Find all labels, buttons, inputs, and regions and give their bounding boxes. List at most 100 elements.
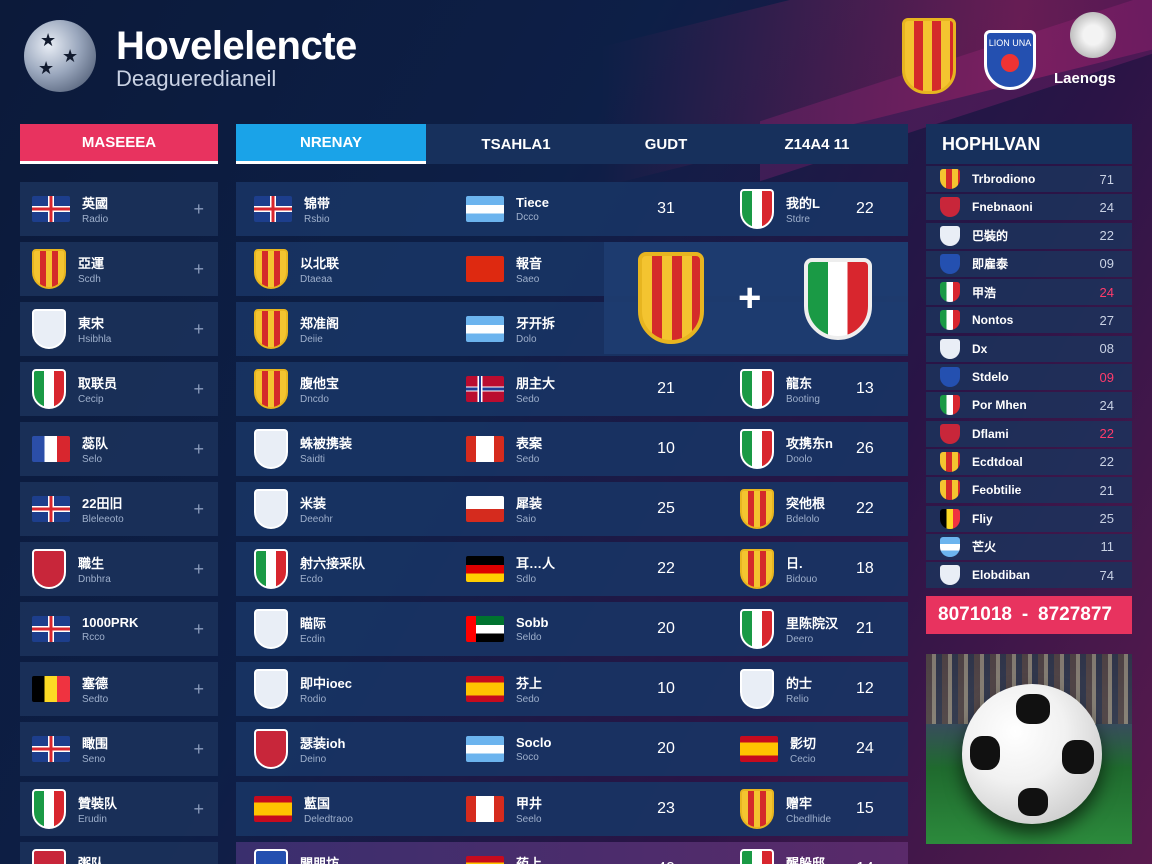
spain-crest-icon (740, 789, 774, 829)
standings-item[interactable]: Dflami 22 (926, 420, 1132, 447)
match-row[interactable]: 腹他宝 Dncdo 朋主大 Sedo 21 龍东 Booting 13 (236, 362, 908, 416)
match-row[interactable]: 蛛被携装 Saidti 表案 Sedo 10 攻携东n Doolo 26 (236, 422, 908, 476)
blue-club-crest-icon[interactable]: LION UNA (984, 30, 1036, 90)
away-team: 攻携东n Doolo (786, 433, 833, 465)
right-panel-header[interactable]: HOPHLVAN (926, 124, 1132, 164)
home-team: 射六接采队 Ecdo (254, 549, 365, 589)
left-team-item[interactable]: 蕊队 Selo + (20, 422, 218, 476)
match-row[interactable]: 藍国 Deledtraoo 甲井 Seelo 23 赠牢 Cbedlhide 15 (236, 782, 908, 836)
add-icon[interactable]: + (193, 678, 204, 699)
match-score: 20 (657, 740, 675, 757)
left-team-item[interactable]: 東宋 Hsibhla + (20, 302, 218, 356)
team-sub: Bleleeoto (82, 514, 124, 525)
mid-team-sub: Soco (516, 752, 539, 763)
standings-item[interactable]: Dx 08 (926, 335, 1132, 362)
add-icon[interactable]: + (193, 859, 204, 864)
team: 1000PRK Rcco (82, 615, 138, 643)
team: 粥队Bcio (78, 853, 104, 864)
home-team-sub: Dtaeaa (300, 274, 333, 285)
standings-item[interactable]: Elobdiban 74 (926, 562, 1132, 589)
add-icon[interactable]: + (193, 798, 204, 819)
standings-item[interactable]: Fnebnaoni 24 (926, 194, 1132, 221)
argentina-crest-icon (940, 536, 960, 557)
white-crest-icon (940, 565, 960, 586)
add-icon[interactable]: + (193, 438, 204, 459)
mid-team: 朋主大 Sedo (466, 373, 555, 405)
match-points: 24 (856, 740, 874, 757)
spain-crest-icon (638, 252, 704, 344)
add-icon[interactable]: + (193, 558, 204, 579)
left-team-item[interactable]: 1000PRK Rcco + (20, 602, 218, 656)
left-team-item[interactable]: 贊裝队 Erudin + (20, 782, 218, 836)
standings-value: 24 (1099, 284, 1114, 300)
logo-ball-icon: ★ ★ ★ (24, 20, 96, 92)
left-team-item[interactable]: 英國 Radio + (20, 182, 218, 236)
standings-team-name: Trbrodiono (972, 172, 1036, 186)
left-team-item[interactable]: 粥队Bcio + (20, 842, 218, 864)
spain-crest-icon (940, 480, 960, 501)
left-team-item[interactable]: 瞰围 Seno + (20, 722, 218, 776)
match-row[interactable]: 即中ioec Rodio 芬上 Sedo 10 的士 Relio 12 (236, 662, 908, 716)
standings-item[interactable]: Trbrodiono 71 (926, 166, 1132, 192)
left-panel-header[interactable]: MASEEEA (20, 124, 218, 164)
champions-ball-icon[interactable] (1070, 12, 1116, 58)
add-icon[interactable]: + (193, 198, 204, 219)
mid-team: Tiece Dcco (466, 195, 549, 223)
add-icon[interactable]: + (193, 618, 204, 639)
mid-team: 耳…人 Sdlo (466, 553, 555, 585)
home-team: 開朋坊Deeia (254, 849, 339, 864)
add-icon[interactable]: + (193, 258, 204, 279)
mid-team: 芬上 Sedo (466, 673, 542, 705)
spain-crest-icon (940, 169, 960, 189)
featured-match[interactable]: + (604, 242, 908, 354)
match-row[interactable]: 米装 Deeohr 犀装 Saio 25 突他根 Bdelolo 22 (236, 482, 908, 536)
spain-crest-icon[interactable] (902, 18, 956, 94)
left-team-item[interactable]: 取联员 Cecip + (20, 362, 218, 416)
tab-1[interactable]: NRENAY (236, 124, 426, 164)
left-team-item[interactable]: 亞運 Scdh + (20, 242, 218, 296)
spain-crest-icon (254, 309, 288, 349)
standings-item[interactable]: Feobtilie 21 (926, 477, 1132, 504)
standings-item[interactable]: Nontos 27 (926, 307, 1132, 334)
tab-2[interactable]: TSAHLA1 (481, 135, 551, 153)
add-icon[interactable]: + (193, 498, 204, 519)
left-team-list: 英國 Radio + 亞運 Scdh + 東宋 Hsibhla + 取联员 Cecip + 蕊队 Selo… (20, 182, 218, 864)
match-points: 22 (856, 200, 874, 217)
standings-team-name: 巴裝的 (972, 229, 1009, 244)
standings-item[interactable]: Stdelo 09 (926, 364, 1132, 391)
france-flag-icon (32, 436, 70, 462)
tab-4[interactable]: Z14A4 11 (784, 135, 850, 153)
france-crest-icon (254, 429, 288, 469)
left-team-item[interactable]: 職生 Dnbhra + (20, 542, 218, 596)
tab-3[interactable]: GUDT (644, 135, 688, 153)
match-row[interactable]: 開朋坊Deeia 药上Seeo 40 醒躲邸Bdio 14 (236, 842, 908, 864)
standings-item[interactable]: 即雇泰 09 (926, 250, 1132, 277)
belgium-crest-icon (940, 508, 960, 529)
add-icon[interactable]: + (193, 378, 204, 399)
standings-item[interactable]: 巴裝的 22 (926, 222, 1132, 249)
argentina-flag-icon (466, 736, 504, 762)
standings-item[interactable]: 芒火 11 (926, 533, 1132, 560)
italy-crest-icon (740, 369, 774, 409)
spain-crest-icon (740, 489, 774, 529)
home-team: 即中ioec Rodio (300, 673, 352, 705)
mid-team-name: 犀装 (516, 496, 543, 511)
standings-item[interactable]: 甲浩 24 (926, 279, 1132, 306)
standings-value: 74 (1099, 567, 1114, 583)
match-row[interactable]: 瑟装ioh Deino Soclo Soco 20 影切 Cecio 24 (236, 722, 908, 776)
standings-team-name: Fliy (972, 511, 993, 526)
standings-item[interactable]: Por Mhen 24 (926, 392, 1132, 419)
left-team-item[interactable]: 22田旧 Bleleeoto + (20, 482, 218, 536)
standings-team-name: Fnebnaoni (972, 200, 1033, 215)
left-team-item[interactable]: 塞德 Sedto + (20, 662, 218, 716)
standings-team-name: 芒火 (972, 540, 997, 555)
match-row[interactable]: 射六接采队 Ecdo 耳…人 Sdlo 22 日. Bidouo 18 (236, 542, 908, 596)
add-icon[interactable]: + (193, 738, 204, 759)
spain-crest-icon (254, 369, 288, 409)
standings-item[interactable]: Fliy 25 (926, 505, 1132, 532)
add-icon[interactable]: + (193, 318, 204, 339)
match-row[interactable]: 锦带 Rsbio Tiece Dcco 31 我的L Stdre 22 (236, 182, 908, 236)
away-team: 赠牢 Cbedlhide (786, 793, 831, 825)
standings-item[interactable]: Ecdtdoal 22 (926, 448, 1132, 475)
match-row[interactable]: 瞄际 Ecdin Sobb Seldo 20 里陈院汉 Deero 21 (236, 602, 908, 656)
